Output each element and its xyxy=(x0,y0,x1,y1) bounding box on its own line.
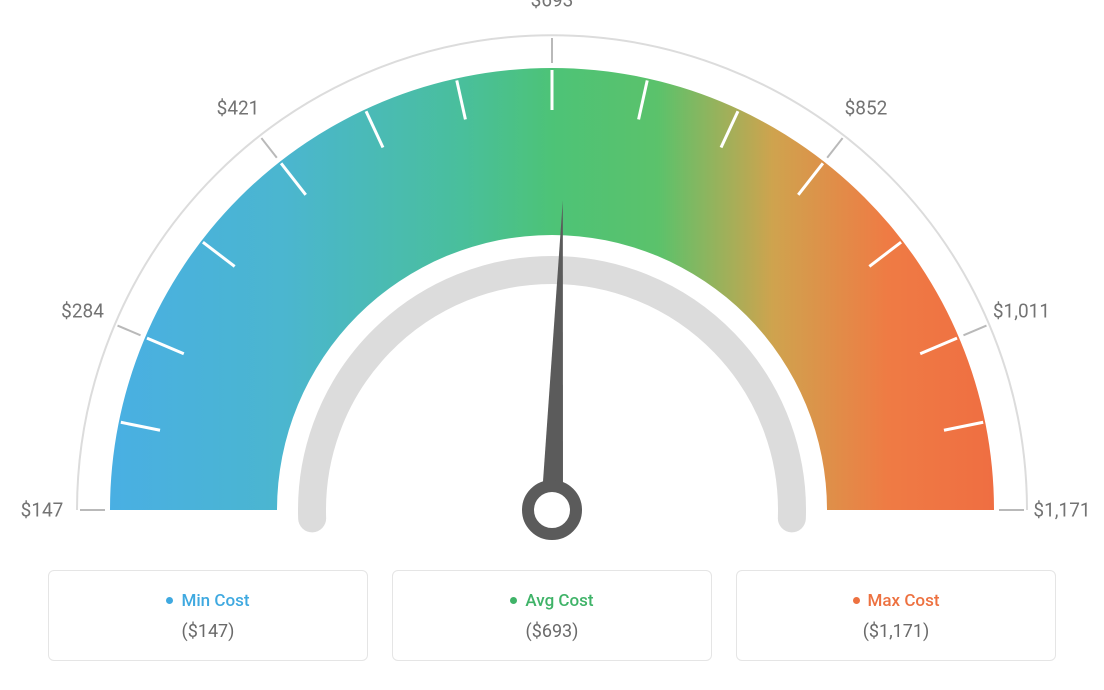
gauge-tick-label: $1,171 xyxy=(1033,499,1090,522)
gauge-chart xyxy=(0,0,1104,560)
legend-card-avg: Avg Cost ($693) xyxy=(392,570,712,661)
legend-min-label: Min Cost xyxy=(166,591,249,611)
gauge-container: $147 $284 $421 $693 $852 $1,011 $1,171 xyxy=(0,0,1104,560)
legend-card-min: Min Cost ($147) xyxy=(48,570,368,661)
gauge-tick-label: $421 xyxy=(217,97,260,120)
gauge-tick-label: $147 xyxy=(21,499,64,522)
gauge-tick-label: $852 xyxy=(845,97,888,120)
legend-avg-value: ($693) xyxy=(413,621,691,642)
gauge-tick-label: $284 xyxy=(61,299,104,322)
legend-card-max: Max Cost ($1,171) xyxy=(736,570,1056,661)
legend-min-value: ($147) xyxy=(69,621,347,642)
legend-avg-label: Avg Cost xyxy=(510,591,593,611)
legend-max-label: Max Cost xyxy=(853,591,940,611)
gauge-tick-label: $693 xyxy=(531,0,574,12)
legend-max-value: ($1,171) xyxy=(757,621,1035,642)
gauge-tick-label: $1,011 xyxy=(993,299,1050,322)
legend-row: Min Cost ($147) Avg Cost ($693) Max Cost… xyxy=(0,570,1104,661)
